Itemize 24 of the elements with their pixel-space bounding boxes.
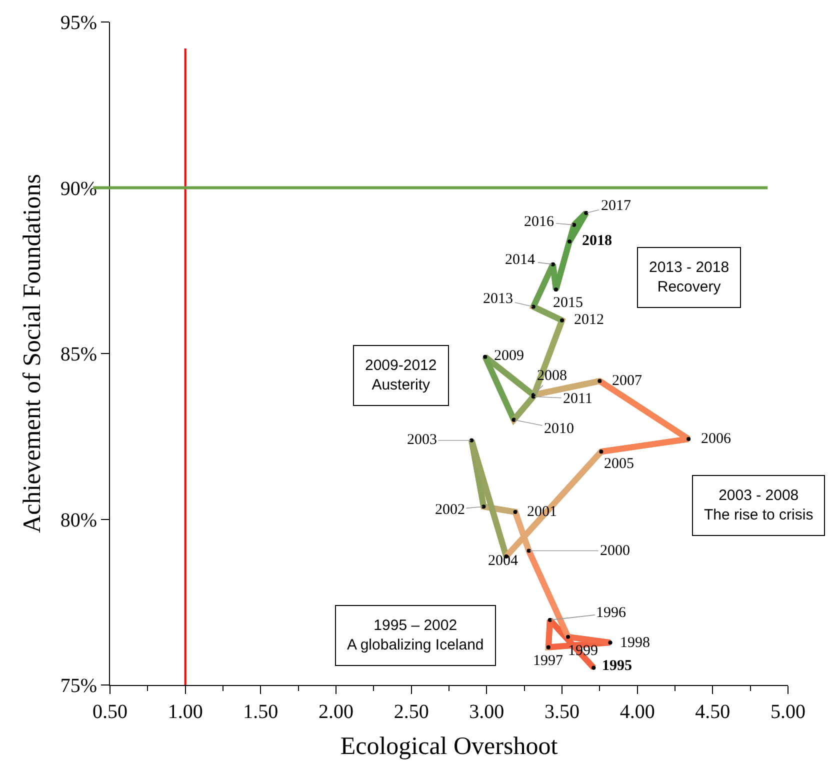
x-tick-label: 3.00 (469, 701, 504, 723)
x-tick-label: 3.50 (544, 701, 580, 723)
x-tick-label: 4.50 (695, 701, 730, 723)
y-tick-label: 80% (60, 509, 97, 532)
annotation: 2002 (435, 502, 465, 518)
x-tick-label: 1.00 (168, 701, 203, 723)
annotation: 2003 (407, 432, 437, 448)
annotation: 2017 (601, 198, 632, 214)
annotation: 2003 - 2008 The rise to crisis (704, 487, 814, 524)
x-tick-label: 4.00 (620, 701, 655, 723)
annotation: 1995 – 2002 A globalizing Iceland (347, 617, 484, 654)
y-axis-title: Achievement of Social Foundations (19, 174, 46, 533)
x-tick-label: 2.50 (394, 701, 429, 723)
x-tick-label: 0.50 (92, 701, 128, 723)
y-tick-label: 85% (60, 344, 97, 366)
x-tick-label: 5.00 (770, 701, 806, 723)
x-tick-label: 2.00 (318, 701, 354, 723)
x-tick-label: 1.50 (243, 701, 278, 723)
y-tick-label: 90% (60, 178, 97, 200)
annotation: 2009-2012 Austerity (365, 357, 437, 394)
y-tick-label: 75% (60, 675, 97, 697)
annotation: 2006 (701, 431, 732, 447)
y-tick-label: 95% (60, 12, 97, 34)
x-axis-title: Ecological Overshoot (340, 733, 558, 760)
